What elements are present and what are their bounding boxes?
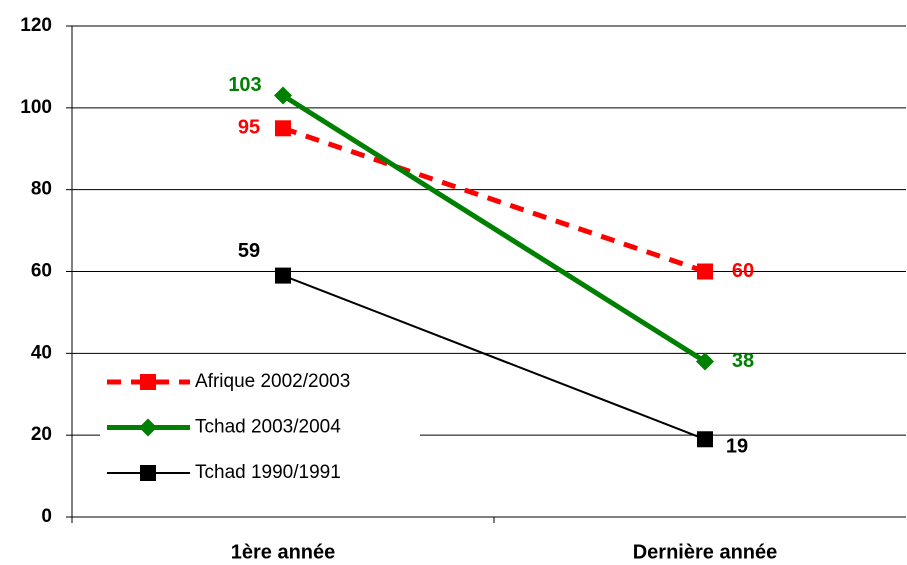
data-label: 103 <box>228 74 261 96</box>
data-label: 38 <box>732 350 754 372</box>
data-point <box>275 120 291 137</box>
legend-marker <box>140 374 156 390</box>
x-tick-label: 1ère année <box>231 541 336 563</box>
data-point <box>697 263 713 280</box>
data-point <box>275 267 291 284</box>
legend-label: Tchad 2003/2004 <box>195 417 341 438</box>
y-tick-label: 80 <box>31 179 52 200</box>
y-tick-label: 20 <box>31 424 52 445</box>
data-label: 19 <box>726 436 748 458</box>
data-point <box>274 86 292 105</box>
y-tick-label: 120 <box>20 15 52 36</box>
data-point <box>697 431 713 448</box>
legend-label: Tchad 1990/1991 <box>195 462 341 483</box>
data-label: 60 <box>732 260 754 282</box>
y-tick-label: 60 <box>31 261 52 282</box>
series-line <box>282 125 706 274</box>
data-point <box>696 352 714 371</box>
y-tick-label: 0 <box>41 506 52 527</box>
legend-marker <box>140 465 156 481</box>
series-line <box>281 93 707 364</box>
series-line <box>282 274 706 441</box>
y-tick-label: 100 <box>20 97 52 118</box>
legend-marker <box>139 418 157 437</box>
y-tick-label: 40 <box>31 342 52 363</box>
legend: Afrique 2002/2003 Tchad 2003/2004 Tchad 19… <box>100 358 420 496</box>
legend-label: Afrique 2002/2003 <box>195 371 350 392</box>
data-label: 59 <box>238 240 260 262</box>
data-label: 95 <box>238 117 260 139</box>
x-tick-label: Dernière année <box>633 541 778 563</box>
